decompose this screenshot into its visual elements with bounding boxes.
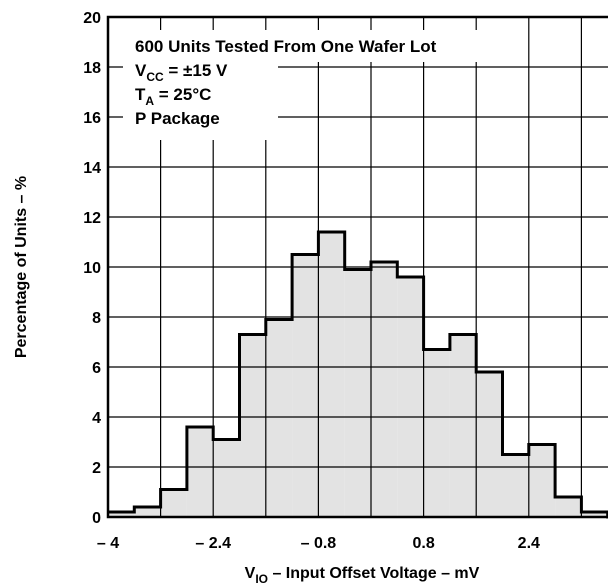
legend-background [123, 30, 525, 62]
y-tick-label: 20 [83, 10, 101, 27]
histogram-outline-layer [108, 230, 608, 519]
histogram-bar [213, 439, 240, 517]
histogram-bar [160, 489, 187, 517]
legend-line: TA = 25°C [135, 85, 211, 108]
y-tick-label: 8 [92, 310, 101, 327]
histogram-fill-layer [108, 232, 608, 517]
histogram-bar [528, 444, 556, 517]
histogram-outline [108, 230, 608, 519]
histogram-bar [344, 269, 371, 517]
legend-line: P Package [135, 109, 220, 128]
histogram-bar [371, 262, 398, 517]
y-tick-label: 10 [83, 260, 101, 277]
histogram-bar [239, 334, 266, 517]
histogram-bar [292, 254, 319, 517]
histogram-bar [318, 232, 345, 517]
y-axis-title: Percentage of Units – % [13, 176, 30, 358]
legend-line: 600 Units Tested From One Wafer Lot [135, 37, 437, 56]
plot-frame-layer [106, 15, 608, 519]
legend-line: VCC = ±15 V [135, 61, 228, 84]
y-tick-label: 12 [83, 210, 101, 227]
x-tick-label: – 4 [97, 535, 119, 552]
y-tick-label: 6 [92, 360, 101, 377]
plot-frame [106, 15, 608, 519]
histogram-bar [581, 512, 608, 517]
x-tick-label: 0.8 [412, 535, 434, 552]
y-tick-label: 4 [92, 410, 101, 427]
x-axis-title: VIO – Input Offset Voltage – mV [245, 565, 480, 585]
histogram-bar [265, 319, 293, 517]
histogram-bar [502, 454, 529, 517]
legend-background [123, 58, 278, 140]
x-tick-label: – 0.8 [301, 535, 337, 552]
legend: 600 Units Tested From One Wafer Lot VCC =… [123, 30, 525, 140]
y-tick-label: 2 [92, 460, 101, 477]
y-tick-label: 14 [83, 160, 101, 177]
histogram-bar [423, 349, 450, 517]
histogram-bar [134, 507, 161, 517]
x-tick-label: – 2.4 [195, 535, 231, 552]
y-tick-label: 18 [83, 60, 101, 77]
histogram-bar [108, 512, 135, 517]
axis-titles-layer: Percentage of Units – % VIO – Input Offse… [13, 176, 480, 585]
histogram-bar [555, 497, 582, 517]
x-tick-label: 2.4 [518, 535, 540, 552]
histogram-bar [397, 277, 424, 517]
histogram-bar [186, 427, 214, 517]
y-tick-label: 16 [83, 110, 101, 127]
y-tick-label: 0 [92, 510, 101, 527]
histogram-bar [449, 334, 477, 517]
histogram-bar [476, 372, 503, 517]
